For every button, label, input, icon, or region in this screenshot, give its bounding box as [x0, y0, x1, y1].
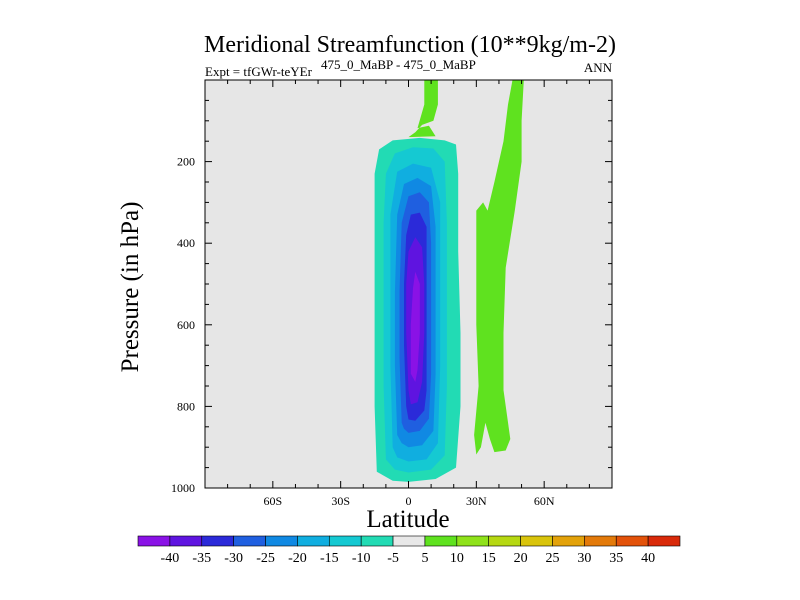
colorbar-label-9: 10 — [450, 551, 464, 566]
subtitle-right: ANN — [584, 60, 613, 75]
colorbar-label-0: -40 — [161, 551, 180, 566]
colorbar-box-13 — [552, 535, 585, 547]
colorbar-box-9 — [424, 535, 458, 547]
colorbar: -40 -35 -30 -25 -20 -15 -10 -5 5 10 15 20 25 30 35 40 — [137, 535, 681, 566]
colorbar-box-14 — [584, 535, 617, 547]
colorbar-box-11 — [488, 535, 521, 547]
colorbar-label-3: -25 — [256, 551, 275, 566]
y-axis-label: Pressure (in hPa) — [117, 202, 144, 373]
colorbar-label-4: -20 — [288, 551, 307, 566]
colorbar-label-12: 25 — [545, 551, 559, 566]
colorbar-box-12 — [520, 535, 553, 547]
x-tick-label-30N: 30N — [466, 494, 487, 508]
colorbar-box-5 — [297, 535, 330, 547]
colorbar-label-8: 5 — [421, 551, 428, 566]
colorbar-box-1 — [169, 535, 203, 547]
y-axis-ticks: 200 400 600 800 1000 — [171, 79, 612, 495]
colorbar-label-13: 30 — [577, 551, 591, 566]
y-tick-label-800: 800 — [177, 399, 195, 413]
contour-region-8 — [408, 80, 438, 138]
colorbar-box-10 — [456, 535, 490, 547]
colorbar-label-1: -35 — [192, 551, 211, 566]
colorbar-label-6: -10 — [352, 551, 371, 566]
colorbar-label-14: 35 — [609, 551, 623, 566]
x-axis-ticks: 60S 30S 0 30N 60N — [204, 80, 613, 508]
colorbar-label-15: 40 — [641, 551, 655, 566]
chart-title: Meridional Streamfunction (10**9kg/m-2) — [204, 32, 616, 58]
x-tick-label-30S: 30S — [331, 494, 350, 508]
colorbar-box-15 — [615, 535, 649, 547]
colorbar-label-7: -5 — [387, 551, 399, 566]
colorbar-box-6 — [328, 535, 362, 547]
colorbar-box-2 — [201, 535, 234, 547]
colorbar-box-7 — [360, 535, 394, 547]
x-axis-label: Latitude — [366, 506, 449, 533]
colorbar-box-8 — [392, 535, 426, 547]
colorbar-box-0 — [137, 535, 171, 547]
x-tick-label-60S: 60S — [263, 494, 282, 508]
y-tick-label-600: 600 — [177, 318, 195, 332]
y-tick-label-1000: 1000 — [171, 481, 195, 495]
subtitle-center: 475_0_MaBP - 475_0_MaBP — [321, 57, 476, 72]
colorbar-box-4 — [265, 535, 298, 547]
contour-region-9 — [474, 80, 524, 455]
contour-fills — [374, 80, 524, 482]
colorbar-label-10: 15 — [482, 551, 496, 566]
x-tick-label-60N: 60N — [534, 494, 555, 508]
colorbar-label-2: -30 — [224, 551, 243, 566]
colorbar-label-5: -15 — [320, 551, 339, 566]
x-tick-label-0: 0 — [406, 494, 412, 508]
contour-region-7 — [410, 271, 420, 382]
colorbar-label-11: 20 — [514, 551, 528, 566]
subtitle-left: Expt = tfGWr-teYEr — [205, 64, 313, 79]
colorbar-box-16 — [647, 535, 681, 547]
y-tick-label-400: 400 — [177, 236, 195, 250]
y-tick-label-200: 200 — [177, 155, 195, 169]
colorbar-box-3 — [233, 535, 266, 547]
